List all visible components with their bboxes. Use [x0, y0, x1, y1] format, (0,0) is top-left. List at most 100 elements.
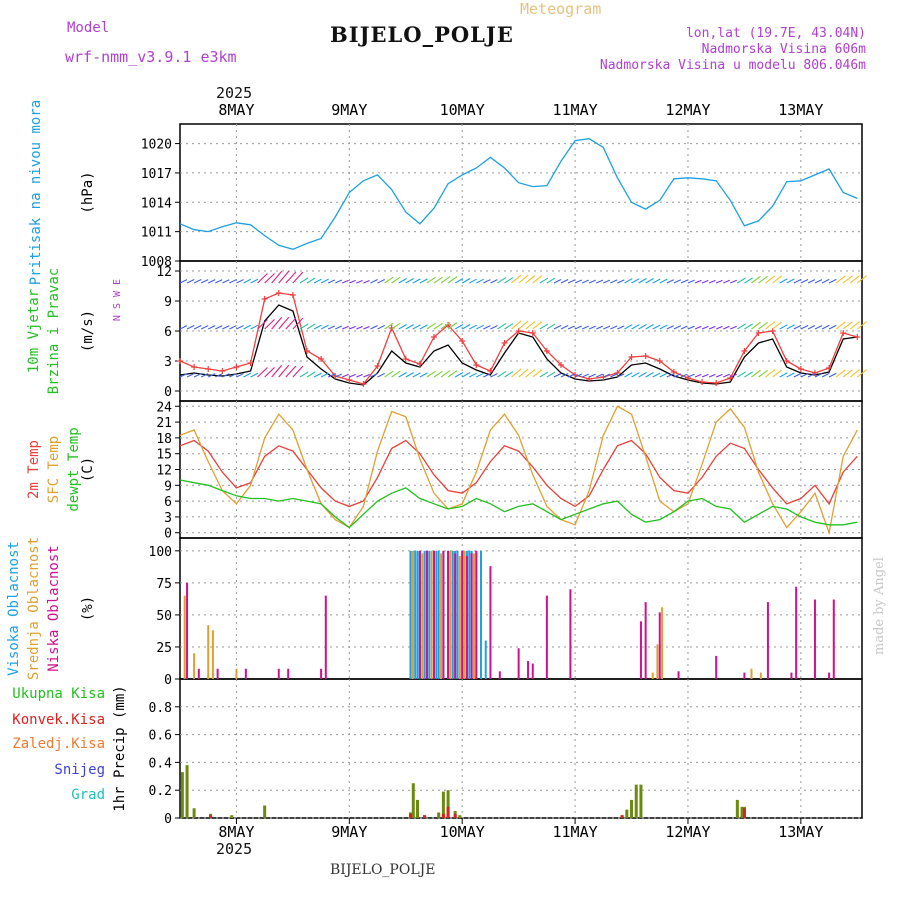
- wind-arrow: [285, 365, 297, 378]
- wind-arrow: [370, 372, 378, 378]
- wind-arrow: [193, 372, 202, 378]
- wind-arrow: [469, 278, 477, 284]
- panel-frame-pressure: [179, 123, 863, 262]
- cloud-bar: [527, 661, 530, 679]
- wind-arrow: [546, 371, 556, 378]
- cloud-bar: [795, 586, 798, 679]
- wind-arrow: [236, 373, 244, 378]
- wind-arrow: [786, 278, 795, 284]
- wind-arrow: [842, 321, 853, 330]
- panel-unit-label: (hPa): [80, 171, 96, 213]
- wind-arrow: [793, 372, 802, 378]
- wind-arrow: [264, 367, 275, 378]
- cloud-bar: [277, 668, 280, 679]
- precip-bar: [735, 799, 739, 818]
- cloud-bar: [320, 668, 323, 679]
- panel-ylabel-pressure: Pritisak na nivou mora: [28, 100, 44, 285]
- wind-arrow: [490, 279, 498, 284]
- credit-text: made by Angel: [872, 557, 887, 655]
- x-tick-label-bottom: 8MAY: [218, 823, 254, 841]
- gust-marker: [233, 364, 240, 370]
- year-bottom: 2025: [216, 840, 253, 858]
- wind-arrow: [229, 279, 237, 284]
- precip-bar: [230, 815, 234, 818]
- gust-marker: [713, 380, 720, 386]
- wind-arrow: [271, 364, 283, 378]
- y-tick-label: 1020: [141, 138, 172, 153]
- wind-arrow: [207, 325, 216, 330]
- wind-compass-label: N S W E: [112, 279, 123, 321]
- gust-marker: [628, 354, 635, 360]
- wind-arrow: [440, 370, 451, 378]
- wind-arrow: [821, 324, 830, 330]
- footer-title: BIJELO_POLJE: [330, 862, 436, 878]
- wind-arrow: [320, 324, 329, 330]
- cloud-bar: [750, 668, 753, 679]
- wind-arrow: [631, 324, 640, 330]
- wind-arrow: [292, 271, 304, 284]
- wind-arrow: [694, 325, 702, 330]
- wind-arrow: [476, 278, 484, 284]
- series-line-dewpt: [179, 479, 858, 529]
- wind-arrow: [751, 275, 761, 284]
- wind-arrow: [553, 372, 562, 378]
- wind-arrow: [645, 278, 654, 284]
- cloud-bar: [418, 550, 421, 679]
- wind-arrow: [835, 321, 846, 330]
- wind-arrow: [419, 278, 428, 284]
- cloud-bar: [244, 668, 247, 679]
- wind-arrow: [398, 372, 407, 378]
- wind-arrow: [617, 373, 625, 378]
- wind-arrow: [610, 279, 618, 284]
- wind-arrow: [320, 278, 329, 284]
- wind-arrow: [701, 325, 709, 330]
- wind-arrow: [222, 373, 230, 378]
- y-tick-label: 6: [164, 495, 172, 510]
- wind-arrow: [680, 279, 688, 284]
- wind-arrow: [730, 279, 737, 284]
- wind-arrow: [243, 278, 252, 284]
- wind-arrow: [377, 324, 385, 330]
- wind-arrow: [419, 372, 428, 378]
- wind-arrow: [405, 324, 414, 330]
- wind-arrow: [356, 325, 363, 330]
- wind-arrow: [179, 373, 188, 378]
- wind-arrow: [186, 372, 195, 378]
- precip-bar: [411, 783, 415, 818]
- wind-arrow: [497, 322, 507, 330]
- wind-arrow: [567, 279, 575, 284]
- wind-arrow: [342, 325, 349, 330]
- year-top: 2025: [216, 84, 253, 102]
- precip-bar: [437, 812, 441, 818]
- wind-arrow: [856, 275, 867, 284]
- wind-arrow: [546, 323, 556, 330]
- wind-arrow: [786, 324, 795, 330]
- wind-arrow: [250, 372, 259, 378]
- wind-arrow: [828, 278, 837, 284]
- wind-arrow: [652, 278, 661, 284]
- wind-arrow: [814, 279, 823, 284]
- precip-bar: [620, 815, 624, 818]
- wind-arrow: [215, 325, 223, 330]
- x-tick-label-bottom: 9MAY: [331, 823, 367, 841]
- wind-arrow: [476, 324, 484, 330]
- gust-marker: [318, 356, 325, 362]
- wind-arrow: [603, 279, 611, 284]
- gust-marker: [416, 361, 423, 367]
- y-tick-label: 50: [156, 609, 172, 624]
- wind-arrow: [588, 373, 596, 378]
- wind-arrow: [433, 322, 443, 330]
- wind-arrow: [807, 325, 816, 330]
- wind-arrow: [391, 276, 401, 284]
- wind-arrow: [610, 373, 618, 378]
- panel-ylabel-wind: 10m Vjetar: [26, 289, 42, 373]
- wind-arrow: [349, 373, 356, 378]
- cloud-bar: [458, 555, 461, 679]
- y-tick-label: 18: [156, 432, 172, 447]
- wind-arrow: [327, 279, 336, 284]
- wind-arrow: [715, 373, 723, 378]
- precip-bar: [458, 815, 462, 818]
- cloud-bar: [193, 653, 196, 679]
- wind-arrow: [765, 321, 776, 330]
